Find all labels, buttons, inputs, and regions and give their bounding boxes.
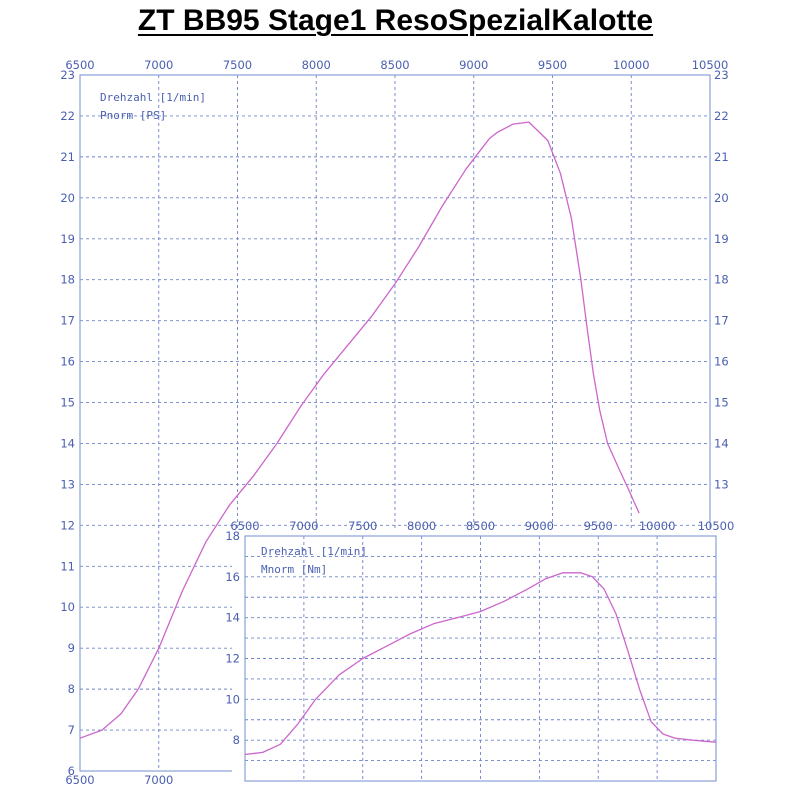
- page-title: ZT BB95 Stage1 ResoSpezialKalotte: [137, 4, 654, 37]
- torque-x-ticks-top: 6500 7000 7500 8000 8500 9000 9500 10000 10500: [230, 519, 734, 533]
- x-tick-label: 9000: [525, 519, 554, 533]
- torque-plot-frame: [244, 535, 717, 782]
- y-tick-label: 20: [60, 191, 75, 205]
- y-tick-label: 12: [60, 518, 75, 532]
- x-tick-label: 9500: [538, 58, 567, 72]
- y-tick-label-right: 15: [714, 396, 729, 410]
- y-tick-label: 10: [225, 692, 240, 706]
- power-legend-rpm: Drehzahl [1/min]: [100, 91, 206, 104]
- y-tick-label: 21: [60, 150, 75, 164]
- y-tick-label: 8: [233, 733, 240, 747]
- y-tick-label-right: 17: [714, 314, 729, 328]
- y-tick-label: 15: [60, 396, 75, 410]
- torque-legend-mnorm: Mnorm [Nm]: [261, 563, 327, 576]
- y-tick-label: 22: [60, 109, 75, 123]
- y-tick-label: 14: [225, 611, 240, 625]
- power-y-ticks-right: 13 14 15 16 17 18 19 20 21 22 23: [714, 68, 729, 491]
- y-tick-label-right: 13: [714, 477, 729, 491]
- torque-legend-rpm: Drehzahl [1/min]: [261, 545, 367, 558]
- x-tick-label: 8000: [302, 58, 331, 72]
- power-legend-pnorm: Pnorm [PS]: [100, 109, 166, 122]
- y-tick-label: 14: [60, 436, 75, 450]
- y-tick-label: 12: [225, 652, 240, 666]
- y-tick-label: 11: [60, 559, 75, 573]
- y-tick-label: 18: [225, 529, 240, 543]
- torque-grid: [245, 536, 716, 781]
- power-x-ticks-top: 6500 7000 7500 8000 8500 9000 9500 10000 10500 65…: [65, 58, 728, 787]
- y-tick-label: 13: [60, 477, 75, 491]
- x-tick-label: 8500: [380, 58, 409, 72]
- x-tick-label: 6500: [230, 519, 259, 533]
- torque-series: [244, 572, 717, 756]
- y-tick-label-right: 21: [714, 150, 729, 164]
- y-tick-label: 8: [68, 682, 75, 696]
- torque-y-ticks-left: 8 10 12 14 16 18: [225, 529, 240, 747]
- x-tick-label: 7000: [289, 519, 318, 533]
- y-tick-label: 23: [60, 68, 75, 82]
- y-tick-label-right: 19: [714, 232, 729, 246]
- x-tick-label: 10500: [692, 58, 729, 72]
- x-tick-label-bottom: 7000: [144, 773, 173, 787]
- y-tick-label-right: 16: [714, 355, 729, 369]
- y-tick-label-right: 14: [714, 436, 729, 450]
- torque-chart-background: [232, 528, 791, 791]
- x-tick-label: 10500: [698, 519, 735, 533]
- y-tick-label: 16: [225, 570, 240, 584]
- x-tick-label: 6500: [65, 58, 94, 72]
- y-tick-label: 10: [60, 600, 75, 614]
- series-line: [79, 121, 640, 739]
- y-tick-label: 7: [68, 723, 75, 737]
- y-tick-label: 6: [68, 764, 75, 778]
- power-series: [79, 121, 640, 739]
- y-tick-label-right: 22: [714, 109, 729, 123]
- y-tick-label-right: 23: [714, 68, 729, 82]
- series-line: [244, 572, 717, 756]
- x-tick-label-bottom: 6500: [65, 773, 94, 787]
- x-tick-label: 7000: [144, 58, 173, 72]
- x-tick-label: 10000: [639, 519, 676, 533]
- x-tick-label: 9500: [584, 519, 613, 533]
- x-tick-label: 7500: [223, 58, 252, 72]
- y-tick-label: 18: [60, 273, 75, 287]
- y-tick-label: 16: [60, 355, 75, 369]
- x-tick-label: 10000: [613, 58, 650, 72]
- y-tick-label: 17: [60, 314, 75, 328]
- y-tick-label-right: 18: [714, 273, 729, 287]
- power-y-ticks-left: 6 7 8 9 10 11 12 13 14 15 16 17 18 19 20 21 22 23: [60, 68, 75, 778]
- torque-chart: 6500 7000 7500 8000 8500 9000 9500 10000 10500 8…: [225, 519, 791, 791]
- y-tick-label: 9: [68, 641, 75, 655]
- x-tick-label: 9000: [459, 58, 488, 72]
- x-tick-label: 8000: [407, 519, 436, 533]
- x-tick-label: 8500: [466, 519, 495, 533]
- y-tick-label-right: 20: [714, 191, 729, 205]
- y-tick-label: 19: [60, 232, 75, 246]
- x-tick-label: 7500: [348, 519, 377, 533]
